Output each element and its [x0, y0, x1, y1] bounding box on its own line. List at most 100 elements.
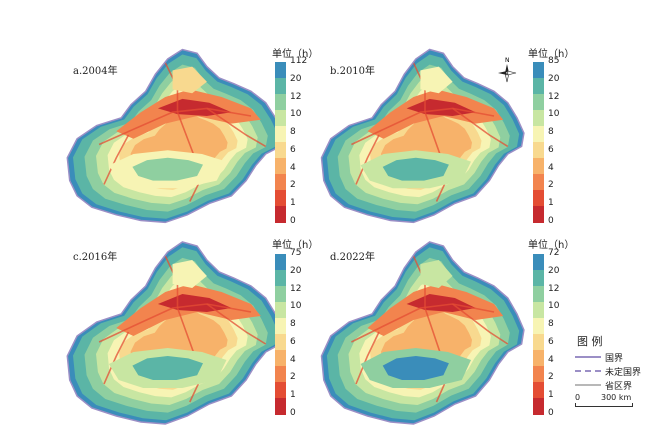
colorbar-tick-label: 10 [548, 301, 560, 312]
scale-bar: 0 300 km [575, 393, 650, 411]
colorbar-tick-label: 20 [548, 73, 560, 84]
colorbar-segment [275, 334, 286, 351]
colorbar-segment [533, 62, 544, 79]
colorbar-segment [533, 126, 544, 143]
colorbar-segment [533, 254, 544, 271]
map-a [66, 48, 284, 224]
colorbar-segment [275, 78, 286, 95]
colorbar-tick-label: 112 [290, 56, 308, 66]
colorbar-a [275, 62, 286, 223]
road-line [103, 134, 130, 185]
colorbar-tick-label: 1 [290, 390, 296, 401]
map-panel-b [310, 40, 540, 230]
colorbar-segment [275, 94, 286, 111]
colorbar-segment [275, 350, 286, 367]
unit-label-a: 单位（h） [272, 49, 319, 60]
colorbar-tick-label: 10 [290, 109, 302, 120]
colorbar-segment [275, 126, 286, 143]
colorbar-tick-label: 10 [548, 109, 560, 120]
colorbar-tick-label: 20 [290, 73, 302, 84]
desert-basin-core [382, 356, 449, 380]
scale-distance: 300 km [601, 393, 632, 402]
colorbar-tick-label: 12 [290, 283, 302, 294]
national-border [66, 241, 284, 425]
colorbar-tick-label: 12 [548, 91, 560, 102]
northern-basin [420, 66, 453, 94]
road-line [103, 331, 130, 385]
map-b [320, 48, 525, 224]
colorbar-tick-label: 1 [290, 198, 296, 209]
map-panel-a [55, 40, 300, 230]
colorbar-segment [275, 110, 286, 127]
legend-item-label: 省区界 [605, 382, 633, 392]
colorbar-segment [275, 366, 286, 383]
unit-label-b: 单位（h） [528, 49, 575, 60]
colorbar-segment [533, 142, 544, 159]
colorbar-segment [533, 398, 544, 415]
map-c [66, 241, 284, 425]
colorbar-tick-label: 6 [548, 336, 554, 347]
map-panel-c [55, 232, 300, 432]
colorbar-segment [275, 382, 286, 399]
scale-bar-line [575, 403, 633, 407]
colorbar-tick-label: 8 [548, 319, 554, 330]
colorbar-tick-label: 2 [290, 180, 296, 191]
desert-basin-core [132, 157, 203, 181]
map-d [320, 241, 525, 425]
national-border-symbol [575, 356, 601, 358]
national-border [320, 48, 525, 224]
colorbar-tick-label: 75 [290, 248, 302, 258]
colorbar-segment [275, 62, 286, 79]
colorbar-segment [275, 302, 286, 319]
colorbar-segment [275, 158, 286, 175]
colorbar-tick-label: 10 [290, 301, 302, 312]
legend-item-undetermined-border: 未定国界 [575, 365, 650, 378]
colorbar-segment [275, 318, 286, 335]
legend-item-national-border: 国界 [575, 351, 650, 364]
colorbar-tick-label: 2 [548, 372, 554, 383]
colorbar-segment [533, 318, 544, 335]
colorbar-segment [533, 286, 544, 303]
colorbar-tick-label: 6 [290, 336, 296, 347]
national-border [320, 241, 525, 425]
colorbar-segment [533, 206, 544, 223]
colorbar-tick-label: 20 [290, 265, 302, 276]
colorbar-tick-label: 4 [548, 162, 554, 173]
provincial-border-symbol [575, 384, 601, 386]
colorbar-tick-label: 12 [290, 91, 302, 102]
colorbar-tick-label: 72 [548, 248, 560, 258]
panel-label-d: d.2022年 [330, 252, 376, 263]
colorbar-segment [275, 254, 286, 271]
colorbar-segment [533, 270, 544, 287]
legend-item-provincial-border: 省区界 [575, 379, 650, 392]
road-line [355, 331, 380, 385]
colorbar-tick-label: 8 [290, 127, 296, 138]
colorbar-tick-label: 8 [548, 127, 554, 138]
road-line [98, 303, 252, 343]
colorbar-tick-label: 0 [290, 216, 296, 226]
colorbar-tick-label: 4 [548, 354, 554, 365]
road-line [355, 134, 380, 185]
desert-basin-core [382, 157, 449, 181]
north-letter: N [505, 57, 510, 64]
colorbar-segment [275, 174, 286, 191]
colorbar-segment [533, 350, 544, 367]
road-line [351, 303, 495, 343]
colorbar-segment [533, 174, 544, 191]
road-line [351, 107, 495, 146]
colorbar-segment [275, 270, 286, 287]
colorbar-tick-label: 2 [548, 180, 554, 191]
colorbar-segment [533, 94, 544, 111]
colorbar-tick-label: 8 [290, 319, 296, 330]
colorbar-tick-label: 12 [548, 283, 560, 294]
scale-zero: 0 [575, 393, 581, 402]
road-line [452, 107, 509, 148]
map-panel-d [310, 232, 540, 432]
colorbar-tick-label: 20 [548, 265, 560, 276]
colorbar-segment [275, 206, 286, 223]
colorbar-segment [533, 366, 544, 383]
colorbar-tick-label: 4 [290, 162, 296, 173]
colorbar-segment [533, 78, 544, 95]
colorbar-segment [533, 302, 544, 319]
colorbar-segment [533, 334, 544, 351]
